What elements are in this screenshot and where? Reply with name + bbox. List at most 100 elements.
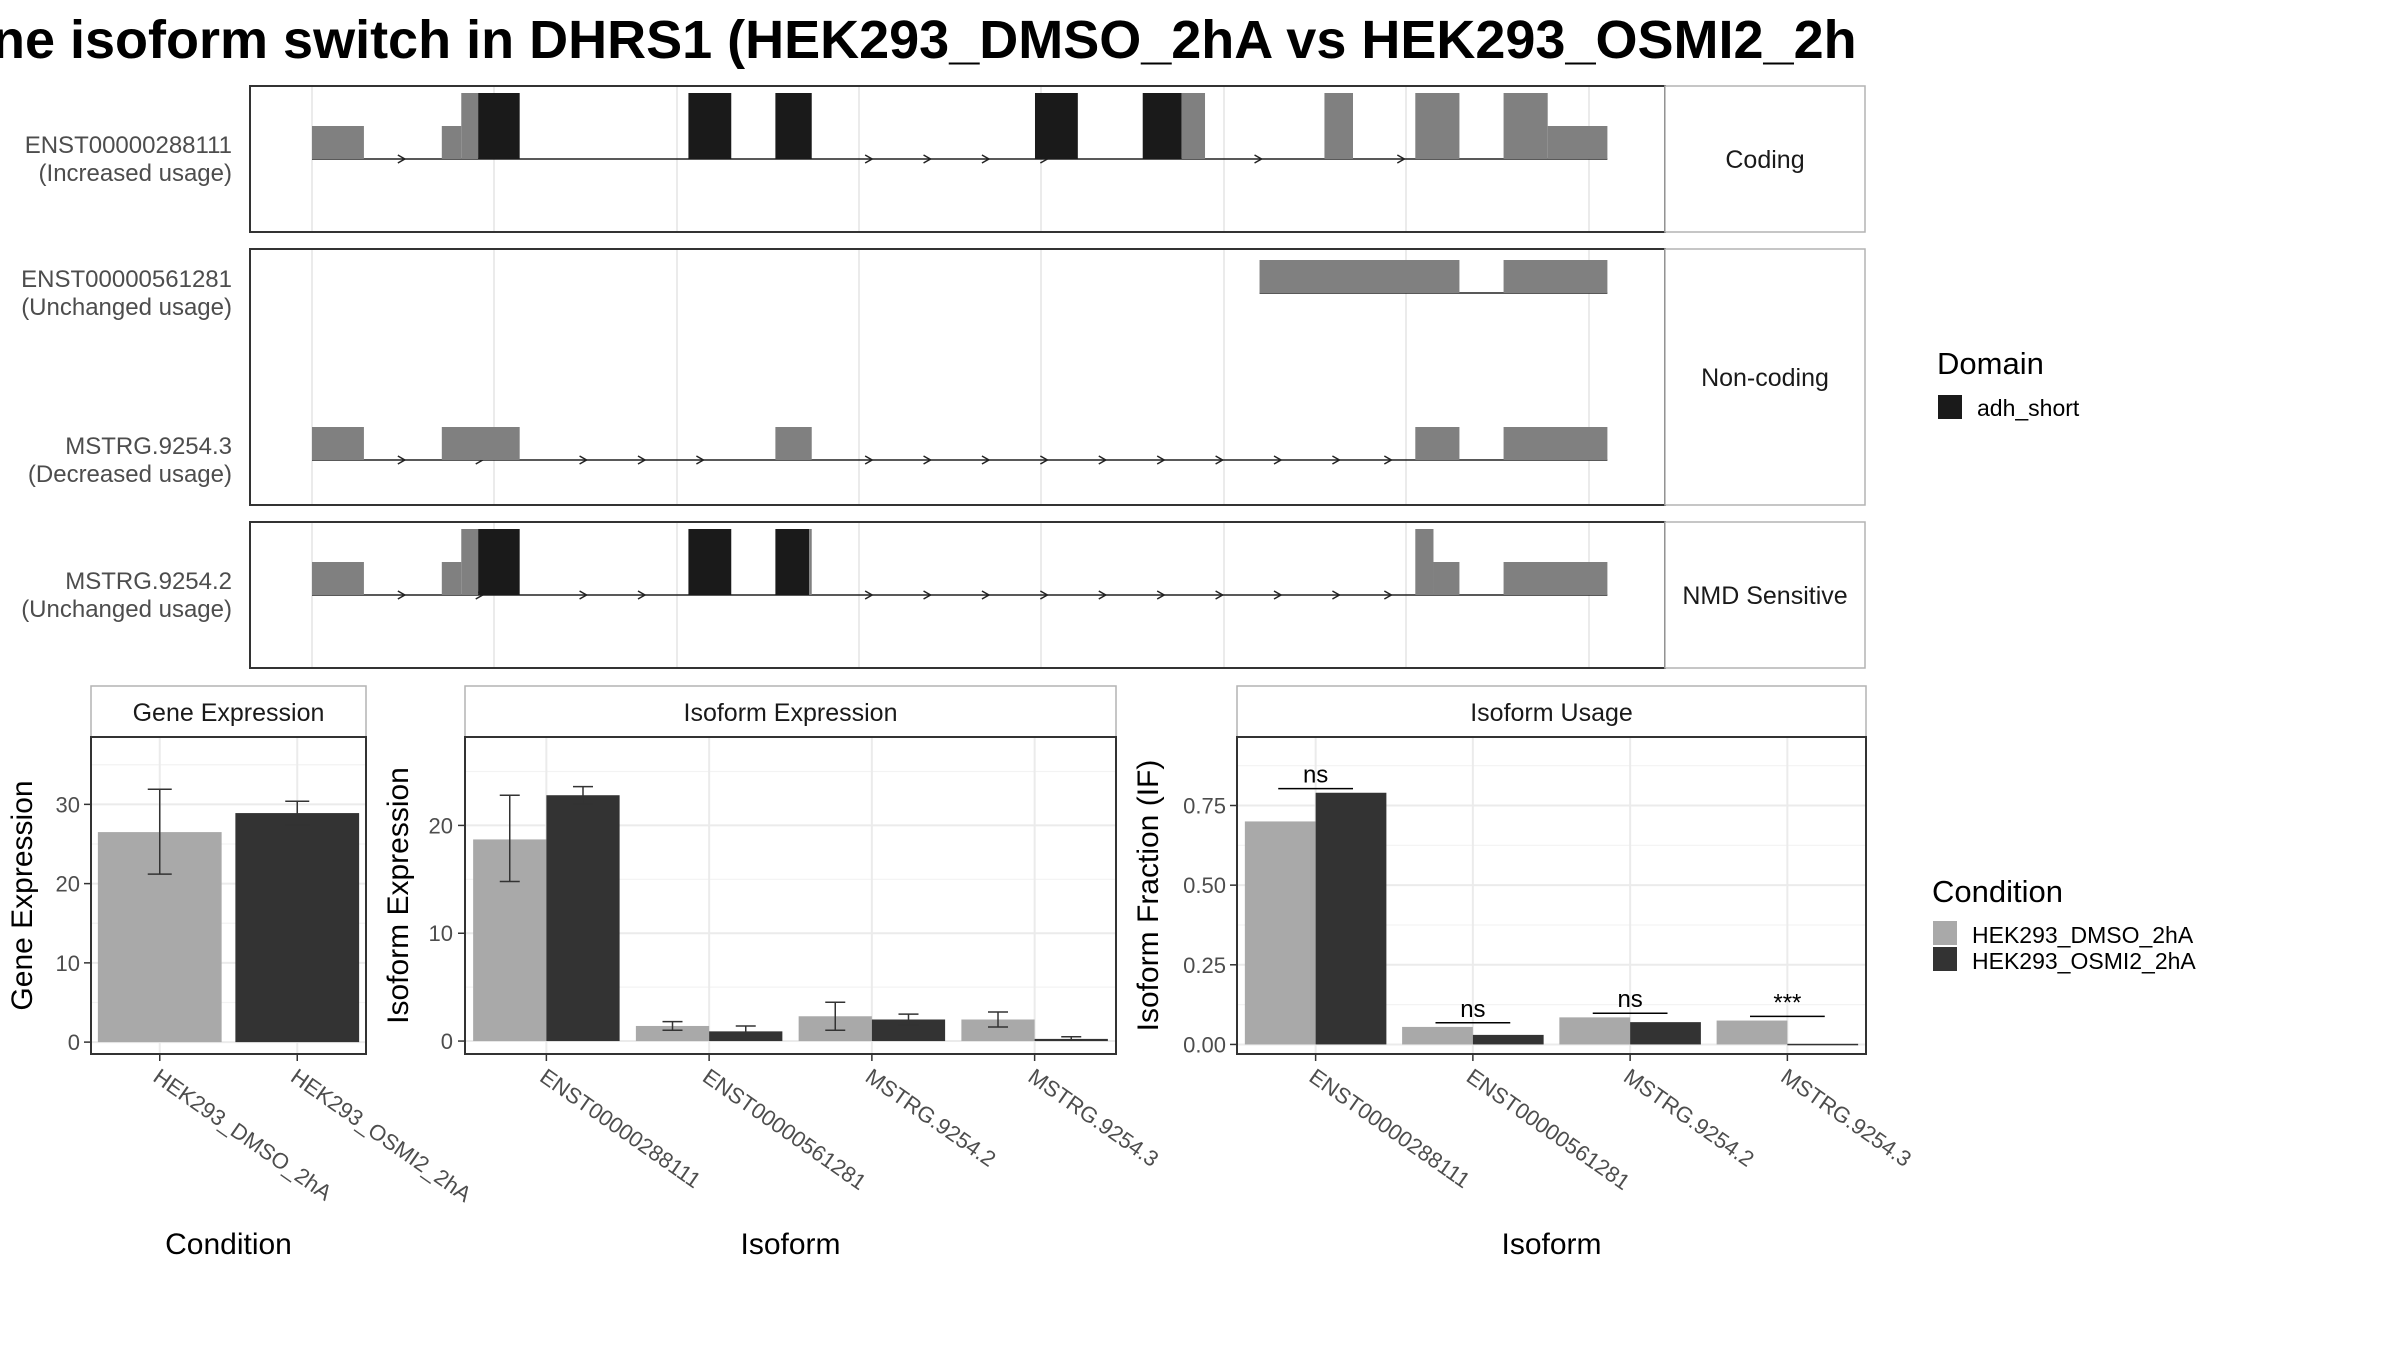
expression-bar-charts: Gene Expression0102030HEK293_DMSO_2hAHEK… (6, 685, 1917, 1261)
strand-arrow (1156, 455, 1166, 465)
x-axis-title: Isoform (740, 1228, 840, 1261)
domain-exon (1142, 93, 1182, 159)
transcript-usage-label: (Unchanged usage) (21, 294, 232, 321)
bar-dmso (961, 1019, 1035, 1042)
bar-dmso (1716, 1020, 1788, 1045)
y-tick-label: 0.75 (1183, 793, 1226, 818)
coding-exon (1415, 93, 1460, 159)
y-axis-title: Isoform Fraction (IF) (1132, 760, 1165, 1032)
strand-arrow (1273, 455, 1283, 465)
strand-arrow (864, 154, 874, 164)
facet-strip-label: Non-coding (1701, 364, 1829, 392)
utr-exon (441, 427, 520, 460)
transcript-name-label: MSTRG.9254.3 (65, 433, 232, 460)
domain-exon (688, 529, 732, 595)
strand-arrow (1215, 590, 1225, 600)
transcript-usage-label: (Decreased usage) (28, 461, 232, 488)
domain-exon (775, 529, 810, 595)
chart-panel-border (1236, 736, 1867, 1055)
strand-arrow (579, 590, 589, 600)
strand-arrow (1383, 455, 1393, 465)
facet-strip (1664, 248, 1866, 506)
x-tick-label: ENST00000561281 (698, 1064, 871, 1195)
bar-dmso (1402, 1026, 1473, 1045)
domain-exon (478, 529, 520, 595)
x-tick-label: ENST00000288111 (536, 1064, 706, 1193)
chart-strip (90, 685, 367, 738)
chart-panel-border (464, 736, 1117, 1055)
transcript-name-label: ENST00000288111 (25, 132, 232, 159)
bar-osmi2 (871, 1019, 946, 1042)
x-tick-label: ENST00000288111 (1305, 1064, 1475, 1193)
transcript-usage-label: (Unchanged usage) (21, 596, 232, 623)
utr-exon (312, 126, 364, 159)
strand-arrow (1215, 455, 1225, 465)
utr-exon (1547, 126, 1608, 159)
utr-exon (1503, 562, 1608, 595)
utr-exon (1259, 260, 1460, 293)
strand-arrow (923, 455, 933, 465)
coding-exon (1324, 93, 1353, 159)
utr-exon (1433, 562, 1460, 595)
transcript-name-label: ENST00000561281 (21, 266, 232, 293)
coding-exon (461, 529, 479, 595)
strand-arrow (1332, 590, 1341, 600)
strand-arrow (981, 590, 991, 600)
facet-strip-label: NMD Sensitive (1682, 582, 1847, 610)
bar-dmso (635, 1025, 710, 1042)
strand-arrow (397, 455, 407, 465)
legend-domain-label: adh_short (1977, 395, 2080, 421)
legend-condition-swatch (1933, 947, 1957, 971)
strand-arrow (864, 455, 874, 465)
legend-condition-title: Condition (1932, 874, 2063, 909)
bar-osmi2 (235, 813, 360, 1043)
chart-panel-border (90, 736, 367, 1055)
coding-exon (461, 93, 479, 159)
strand-arrow (579, 455, 589, 465)
y-tick-label: 10 (429, 921, 453, 946)
chart-strip (464, 685, 1117, 738)
x-tick-label: MSTRG.9254.3 (1024, 1064, 1164, 1172)
strand-arrow (397, 590, 407, 600)
x-tick-label: MSTRG.9254.2 (1619, 1064, 1759, 1172)
bar-dmso (1559, 1017, 1631, 1045)
y-tick-label: 20 (56, 872, 80, 897)
strand-arrow (1396, 154, 1406, 164)
legend-condition-label: HEK293_OSMI2_2hA (1972, 948, 2196, 974)
x-tick-label: ENST00000561281 (1462, 1064, 1635, 1195)
x-tick-label: MSTRG.9254.3 (1777, 1064, 1917, 1172)
utr-exon (1503, 427, 1608, 460)
legend-domain-title: Domain (1937, 346, 2044, 381)
chart-title: Gene Expression (133, 699, 325, 727)
chart-title: Isoform Usage (1470, 699, 1633, 727)
chart-strip (1236, 685, 1867, 738)
utr-exon (775, 427, 812, 460)
strand-arrow (1098, 590, 1108, 600)
chart-title: Isoform Expression (684, 699, 898, 727)
x-axis-title: Condition (165, 1228, 292, 1261)
y-tick-label: 0 (441, 1029, 453, 1054)
coding-exon (1503, 93, 1548, 159)
y-tick-label: 30 (56, 792, 80, 817)
strand-arrow (923, 590, 933, 600)
y-tick-label: 0.50 (1183, 873, 1226, 898)
strand-arrow (1254, 154, 1264, 164)
figure-title: ne isoform switch in DHRS1 (HEK293_DMSO_… (0, 10, 1857, 70)
strand-arrow (637, 590, 647, 600)
utr-exon (1415, 427, 1460, 460)
utr-exon (441, 126, 462, 159)
facet-strip (1664, 521, 1866, 669)
transcript-structure-panels: ENST00000288111(Increased usage) Coding EN… (21, 85, 1866, 669)
legend-condition-label: HEK293_DMSO_2hA (1972, 922, 2194, 948)
utr-exon (312, 427, 364, 460)
bar-osmi2 (1315, 792, 1387, 1045)
strand-arrow (696, 455, 705, 465)
x-axis-title: Isoform (1501, 1228, 1601, 1261)
strand-arrow (1039, 590, 1049, 600)
x-tick-label: MSTRG.9254.2 (861, 1064, 1001, 1172)
utr-exon (441, 562, 462, 595)
transcript-name-label: MSTRG.9254.2 (65, 568, 232, 595)
bar-osmi2 (1630, 1022, 1701, 1045)
domain-exon (775, 93, 812, 159)
